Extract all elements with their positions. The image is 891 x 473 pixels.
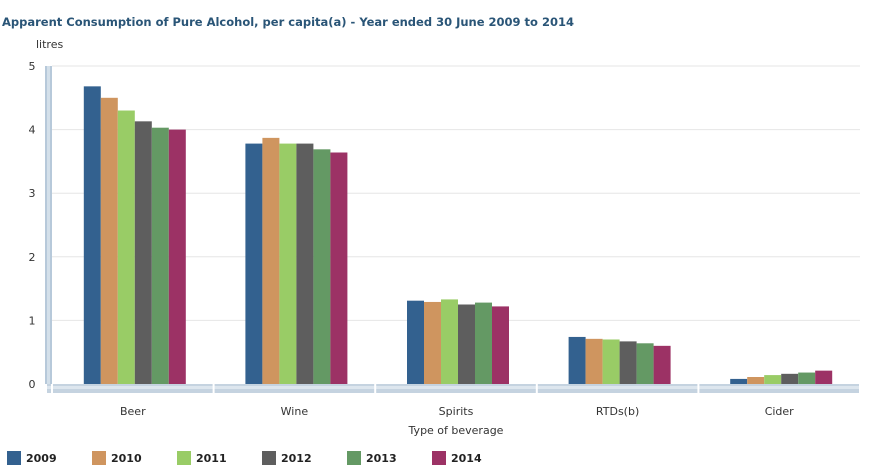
- bar-beer-2010: [100, 97, 118, 385]
- bar-wine-2014: [330, 152, 348, 384]
- bar-wine-2012: [296, 143, 314, 384]
- y-tick-label: 1: [29, 314, 36, 327]
- bar-rtdsb-2010: [585, 338, 603, 384]
- bar-rtdsb-2011: [602, 339, 620, 384]
- legend-item-2009[interactable]: 2009: [0, 450, 65, 468]
- bar-beer-2012: [134, 121, 152, 384]
- x-tick-label: Spirits: [439, 405, 474, 418]
- y-tick-label: 0: [29, 378, 36, 391]
- bar-rtdsb-2012: [619, 341, 637, 384]
- y-axis-title: litres: [36, 38, 63, 51]
- y-tick-label: 2: [29, 251, 36, 264]
- legend-item-2011[interactable]: 2011: [170, 450, 235, 468]
- y-tick-label: 4: [29, 124, 36, 137]
- legend-item-2013[interactable]: 2013: [340, 450, 405, 468]
- legend-item-2010[interactable]: 2010: [85, 450, 150, 468]
- bar-beer-2013: [151, 127, 169, 384]
- bar-spirits-2010: [424, 301, 441, 384]
- legend-swatch: [177, 451, 191, 465]
- legend-item-2012[interactable]: 2012: [255, 450, 320, 468]
- legend-swatch: [347, 451, 361, 465]
- bar-wine-2010: [262, 137, 280, 384]
- axes: [45, 66, 861, 393]
- bar-spirits-2011: [441, 299, 458, 384]
- bar-wine-2009: [245, 143, 263, 384]
- bar-cider-2009: [730, 378, 748, 384]
- bar-cider-2012: [781, 373, 799, 384]
- bar-cider-2013: [798, 372, 816, 384]
- bar-cider-2011: [764, 375, 782, 384]
- bar-cider-2014: [815, 370, 833, 384]
- x-tick-label: Wine: [281, 405, 309, 418]
- bar-beer-2014: [168, 129, 186, 384]
- chart-title: Apparent Consumption of Pure Alcohol, pe…: [2, 15, 574, 29]
- legend-label: 2009: [26, 452, 57, 465]
- bar-rtdsb-2009: [568, 336, 586, 384]
- bar-rtdsb-2013: [636, 343, 654, 384]
- legend-item-2014[interactable]: 2014: [425, 450, 490, 468]
- legend-label: 2010: [111, 452, 142, 465]
- x-tick-label: Beer: [120, 405, 146, 418]
- y-axis-highlight: [47, 66, 50, 384]
- bar-spirits-2013: [475, 302, 492, 384]
- x-axis-title: Type of beverage: [408, 424, 504, 437]
- x-axis-highlight: [47, 386, 860, 389]
- x-tick-label: RTDs(b): [596, 405, 639, 418]
- bar-spirits-2014: [492, 306, 509, 384]
- legend-label: 2012: [281, 452, 312, 465]
- x-tick-label: Cider: [765, 405, 794, 418]
- bar-beer-2011: [117, 110, 135, 385]
- legend-swatch: [262, 451, 276, 465]
- bar-rtdsb-2014: [653, 345, 671, 384]
- bar-beer-2009: [83, 86, 101, 385]
- legend-swatch: [92, 451, 106, 465]
- legend-label: 2011: [196, 452, 227, 465]
- bar-wine-2011: [279, 143, 297, 384]
- legend-swatch: [432, 451, 446, 465]
- legend-swatch: [7, 451, 21, 465]
- bar-spirits-2012: [458, 304, 475, 384]
- bars: [83, 86, 833, 385]
- y-tick-label: 3: [29, 187, 36, 200]
- legend: 2009 2010 2011 2012 2013 2014: [0, 450, 510, 468]
- legend-label: 2014: [451, 452, 482, 465]
- bar-wine-2013: [313, 149, 331, 384]
- y-tick-label: 5: [29, 60, 36, 73]
- bar-cider-2010: [747, 377, 765, 384]
- bar-spirits-2009: [407, 300, 424, 384]
- legend-label: 2013: [366, 452, 397, 465]
